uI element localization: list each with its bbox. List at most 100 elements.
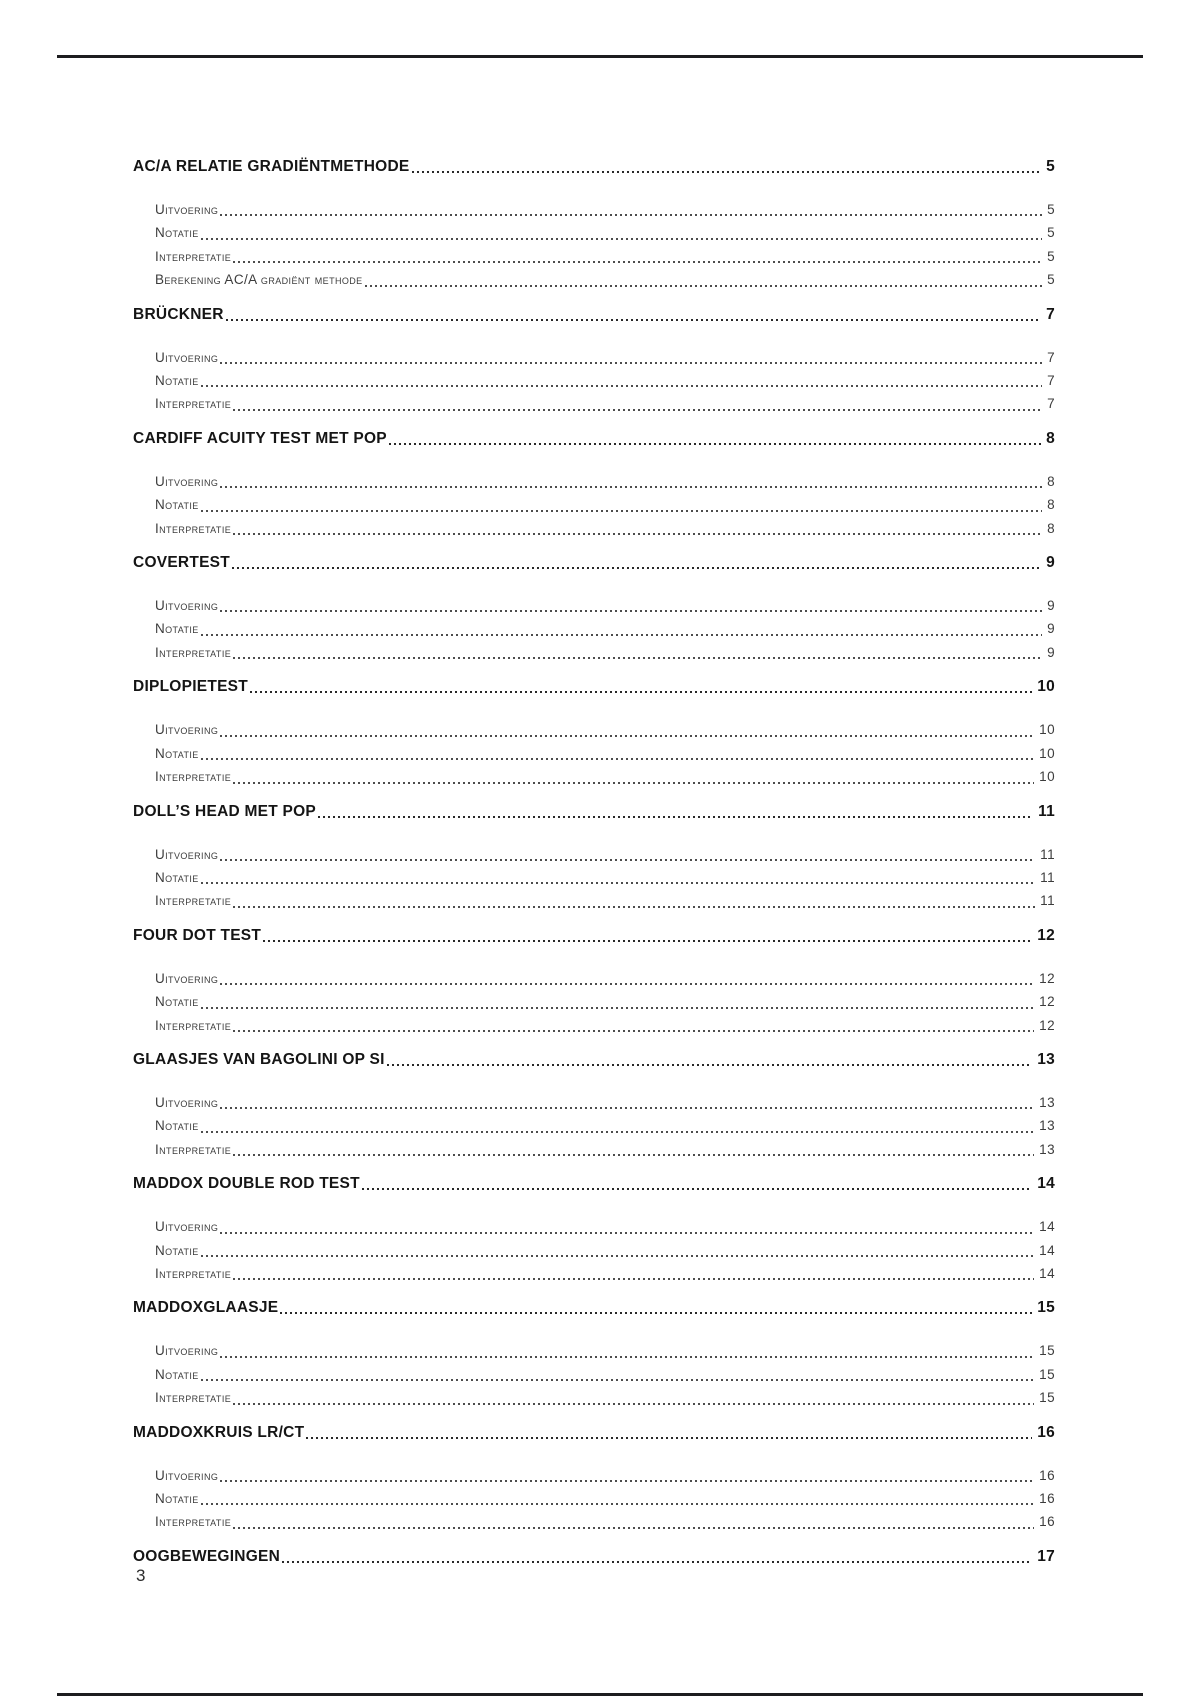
toc-entry-sub[interactable]: Interpretatie 13 <box>133 1138 1055 1161</box>
toc-entry-page: 9 <box>1047 644 1055 660</box>
toc-entry-heading[interactable]: MADDOX DOUBLE ROD TEST 14 <box>133 1173 1055 1195</box>
toc-entry-sub[interactable]: Uitvoering 9 <box>133 594 1055 617</box>
toc-section: DOLL’S HEAD MET POP 11 Uitvoering 11 Notatie… <box>133 801 1055 913</box>
toc-entry-heading[interactable]: DOLL’S HEAD MET POP 11 <box>133 801 1055 823</box>
toc-entry-label: Uitvoering <box>155 598 219 614</box>
toc-section: MADDOX DOUBLE ROD TEST 14 Uitvoering 14 Nota… <box>133 1173 1055 1285</box>
toc-section: COVERTEST 9 Uitvoering 9 Notatie 9 Interpretat… <box>133 552 1055 664</box>
toc-entry-sub[interactable]: Uitvoering 11 <box>133 843 1055 866</box>
toc-entry-label: Notatie <box>155 745 199 761</box>
toc-entry-sub[interactable]: Notatie 11 <box>133 866 1055 889</box>
toc-entry-sub[interactable]: Interpretatie 16 <box>133 1510 1055 1533</box>
toc-entry-sub[interactable]: Interpretatie 10 <box>133 765 1055 788</box>
dot-leader <box>225 318 1042 321</box>
toc-entry-sub[interactable]: Notatie 13 <box>133 1114 1055 1137</box>
toc-entry-sub[interactable]: Notatie 14 <box>133 1239 1055 1262</box>
toc-entry-sub[interactable]: Interpretatie 8 <box>133 517 1055 540</box>
toc-entry-sub[interactable]: Uitvoering 15 <box>133 1339 1055 1362</box>
dot-leader <box>233 905 1036 908</box>
toc-entry-sub[interactable]: Uitvoering 12 <box>133 967 1055 990</box>
toc-entry-sub[interactable]: Uitvoering 7 <box>133 346 1055 369</box>
toc-entry-page: 10 <box>1037 678 1055 696</box>
dot-leader <box>220 610 1043 613</box>
toc-entry-sub[interactable]: Uitvoering 16 <box>133 1464 1055 1487</box>
toc-entry-label: Notatie <box>155 621 199 637</box>
toc-entry-page: 12 <box>1037 926 1055 944</box>
toc-section: MADDOXKRUIS LR/CT 16 Uitvoering 16 Notatie 16… <box>133 1422 1055 1534</box>
toc-entry-page: 16 <box>1039 1514 1055 1530</box>
toc-entry-label: Notatie <box>155 1118 199 1134</box>
toc-entry-heading[interactable]: AC/A RELATIE GRADIËNTMETHODE 5 <box>133 156 1055 178</box>
toc-entry-sub[interactable]: Uitvoering 8 <box>133 470 1055 493</box>
dot-leader <box>200 509 1043 512</box>
toc-entry-sub[interactable]: Berekening AC/A gradiënt methode 5 <box>133 268 1055 291</box>
bottom-rule <box>57 1693 1143 1696</box>
toc-entry-sub[interactable]: Notatie 10 <box>133 742 1055 765</box>
toc-entry-sub[interactable]: Interpretatie 9 <box>133 641 1055 664</box>
toc-entry-page: 7 <box>1047 373 1055 389</box>
toc-entry-page: 14 <box>1039 1242 1055 1258</box>
toc-entry-page: 11 <box>1038 802 1055 820</box>
toc-entry-sub[interactable]: Notatie 12 <box>133 990 1055 1013</box>
toc-entry-page: 16 <box>1039 1491 1055 1506</box>
toc-entry-label: Notatie <box>155 869 199 885</box>
toc-entry-page: 8 <box>1047 497 1055 513</box>
toc-entry-sub[interactable]: Interpretatie 7 <box>133 392 1055 415</box>
toc-entry-sub[interactable]: Notatie 5 <box>133 221 1055 244</box>
toc-entry-sub[interactable]: Interpretatie 11 <box>133 889 1055 912</box>
dot-leader <box>411 171 1042 173</box>
dot-leader <box>220 362 1043 365</box>
toc-entry-page: 9 <box>1046 554 1055 572</box>
toc-entry-page: 5 <box>1047 202 1055 217</box>
toc-entry-heading[interactable]: MADDOXKRUIS LR/CT 16 <box>133 1422 1055 1444</box>
toc-entry-heading[interactable]: OOGBEWEGINGEN 17 <box>133 1546 1055 1568</box>
dot-leader <box>386 1063 1033 1066</box>
toc-entry-sub[interactable]: Notatie 8 <box>133 493 1055 516</box>
toc-entry-sub[interactable]: Notatie 9 <box>133 617 1055 640</box>
toc-entry-sub[interactable]: Notatie 15 <box>133 1363 1055 1386</box>
toc-entry-sub[interactable]: Interpretatie 14 <box>133 1262 1055 1285</box>
toc-entry-heading[interactable]: CARDIFF ACUITY TEST MET POP 8 <box>133 428 1055 450</box>
toc-entry-label: Berekening AC/A gradiënt methode <box>155 272 363 288</box>
toc-entry-heading[interactable]: GLAASJES VAN BAGOLINI OP SI 13 <box>133 1049 1055 1071</box>
dot-leader <box>364 284 1043 287</box>
toc-entry-label: Uitvoering <box>155 722 219 738</box>
toc-entry-page: 12 <box>1039 994 1055 1010</box>
dot-leader <box>200 633 1043 636</box>
dot-leader <box>233 1029 1035 1032</box>
toc-section: BRÜCKNER 7 Uitvoering 7 Notatie 7 Interpretati… <box>133 304 1055 416</box>
dot-leader <box>200 385 1043 388</box>
toc-entry-heading[interactable]: DIPLOPIETEST 10 <box>133 676 1055 698</box>
toc-entry-heading[interactable]: MADDOXGLAASJE 15 <box>133 1297 1055 1319</box>
toc-entry-sub[interactable]: Uitvoering 14 <box>133 1215 1055 1238</box>
toc-entry-label: Uitvoering <box>155 970 219 986</box>
toc-entry-heading[interactable]: BRÜCKNER 7 <box>133 304 1055 326</box>
toc-entry-sub[interactable]: Uitvoering 5 <box>133 198 1055 221</box>
toc-entry-heading[interactable]: FOUR DOT TEST 12 <box>133 925 1055 947</box>
toc-entry-page: 15 <box>1039 1366 1055 1382</box>
dot-leader <box>233 1278 1035 1281</box>
toc-entry-sub[interactable]: Notatie 7 <box>133 369 1055 392</box>
toc-entry-sub[interactable]: Interpretatie 15 <box>133 1386 1055 1409</box>
dot-leader <box>200 1379 1035 1382</box>
toc-entry-sub[interactable]: Interpretatie 5 <box>133 245 1055 268</box>
toc-entry-label: Uitvoering <box>155 1094 219 1110</box>
toc-entry-label: OOGBEWEGINGEN <box>133 1547 281 1565</box>
toc-entry-heading[interactable]: COVERTEST 9 <box>133 552 1055 574</box>
dot-leader <box>220 214 1043 217</box>
toc-entry-sub[interactable]: Interpretatie 12 <box>133 1014 1055 1037</box>
toc-entry-label: Interpretatie <box>155 1390 232 1406</box>
dot-leader <box>220 1480 1035 1482</box>
toc-entry-page: 8 <box>1046 429 1055 447</box>
toc-entry-sub[interactable]: Uitvoering 10 <box>133 718 1055 741</box>
dot-leader <box>233 1154 1035 1157</box>
toc-entry-label: Uitvoering <box>155 846 219 862</box>
toc-entry-sub[interactable]: Notatie 16 <box>133 1487 1055 1510</box>
toc-entry-page: 9 <box>1047 598 1055 614</box>
toc-entry-page: 12 <box>1039 1017 1055 1033</box>
dot-leader <box>263 939 1033 942</box>
toc-entry-label: Interpretatie <box>155 1017 232 1033</box>
toc-entry-sub[interactable]: Uitvoering 13 <box>133 1091 1055 1114</box>
dot-leader <box>200 1503 1035 1506</box>
dot-leader <box>233 657 1043 660</box>
